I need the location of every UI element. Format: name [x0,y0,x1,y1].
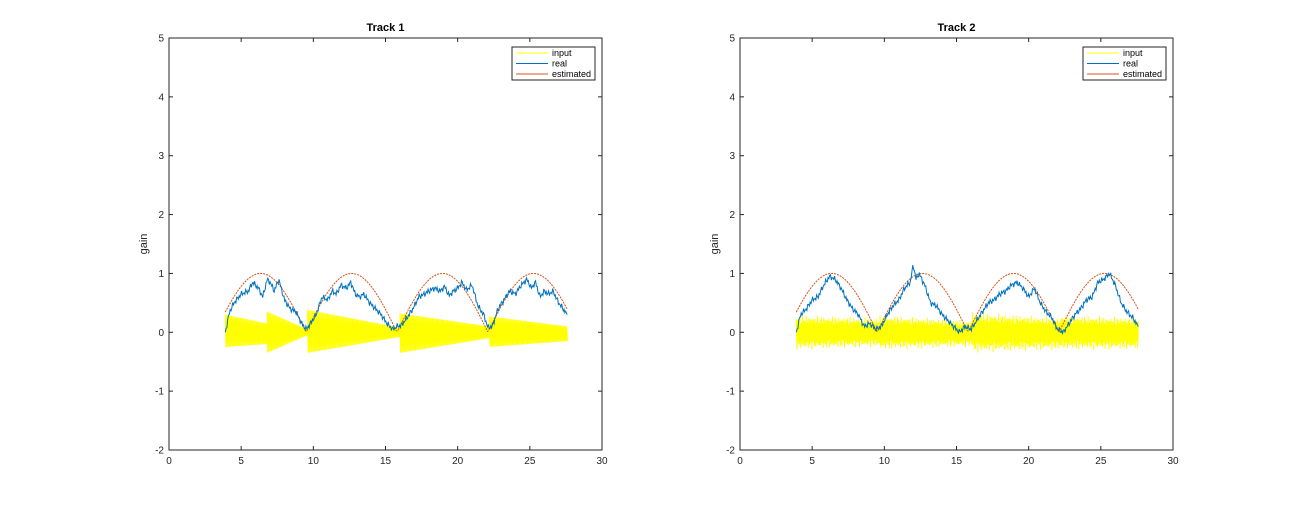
x-tick-label: 0 [737,456,743,467]
input-segment [795,315,881,350]
input-segment [488,316,568,347]
legend-label-input: input [1123,48,1143,58]
x-tick-label: 30 [1167,456,1179,467]
input-series [224,309,568,353]
x-tick-label: 15 [951,456,963,467]
legend-label-estimated: estimated [1123,69,1162,79]
real-series [795,265,1139,336]
y-axis-label: gain [138,234,150,255]
y-tick-label: 1 [729,269,735,280]
estimated-series [795,272,1139,333]
y-tick-label: 5 [158,34,164,45]
chart-panel-track-1: 0 5 10 15 20 25 30 -2 -1 0 1 2 3 4 5 Track 1 gain inputre… [138,22,608,467]
y-tick-label: 0 [729,328,735,339]
y-tick-label: 5 [729,34,735,45]
input-segment [224,314,268,347]
y-tick-label: 3 [158,151,164,162]
input-segment [399,313,490,353]
input-series [795,312,1139,353]
estimated-series [224,272,568,333]
legend-label-estimated: estimated [552,69,591,79]
x-tick-label: 5 [238,456,244,467]
y-tick-label: -2 [726,446,735,457]
input-segment [266,311,309,353]
legend-label-input: input [552,48,572,58]
x-tick-label: 5 [809,456,815,467]
y-tick-label: 4 [158,92,164,103]
chart-title: Track 2 [938,22,976,34]
axes-background [740,38,1173,450]
legend-label-real: real [552,59,567,69]
legend-label-real: real [1123,59,1138,69]
x-tick-label: 25 [524,456,536,467]
x-tick-label: 0 [166,456,172,467]
y-tick-label: 4 [729,92,735,103]
y-tick-label: -1 [726,387,735,398]
x-tick-label: 25 [1095,456,1107,467]
chart-title: Track 1 [367,22,405,34]
input-segment [879,315,973,349]
x-tick-label: 20 [1023,456,1035,467]
input-segment [1061,315,1139,350]
x-tick-label: 15 [380,456,392,467]
y-tick-label: 1 [158,269,164,280]
y-tick-label: -1 [155,387,164,398]
y-tick-label: 2 [729,210,735,221]
plot-area [795,265,1139,353]
y-tick-label: -2 [155,446,164,457]
plot-area [224,272,568,353]
y-tick-label: 2 [158,210,164,221]
x-tick-label: 20 [452,456,464,467]
x-tick-label: 10 [879,456,891,467]
x-tick-label: 30 [596,456,608,467]
y-tick-label: 0 [158,328,164,339]
chart-panel-track-2: 0 5 10 15 20 25 30 -2 -1 0 1 2 3 4 5 Track 2 gain inputre… [709,22,1179,467]
y-tick-label: 3 [729,151,735,162]
y-axis-label: gain [709,234,721,255]
input-segment [971,312,1063,353]
input-segment [307,309,401,353]
real-series [224,276,568,333]
axes-background [169,38,602,450]
x-tick-label: 10 [308,456,320,467]
